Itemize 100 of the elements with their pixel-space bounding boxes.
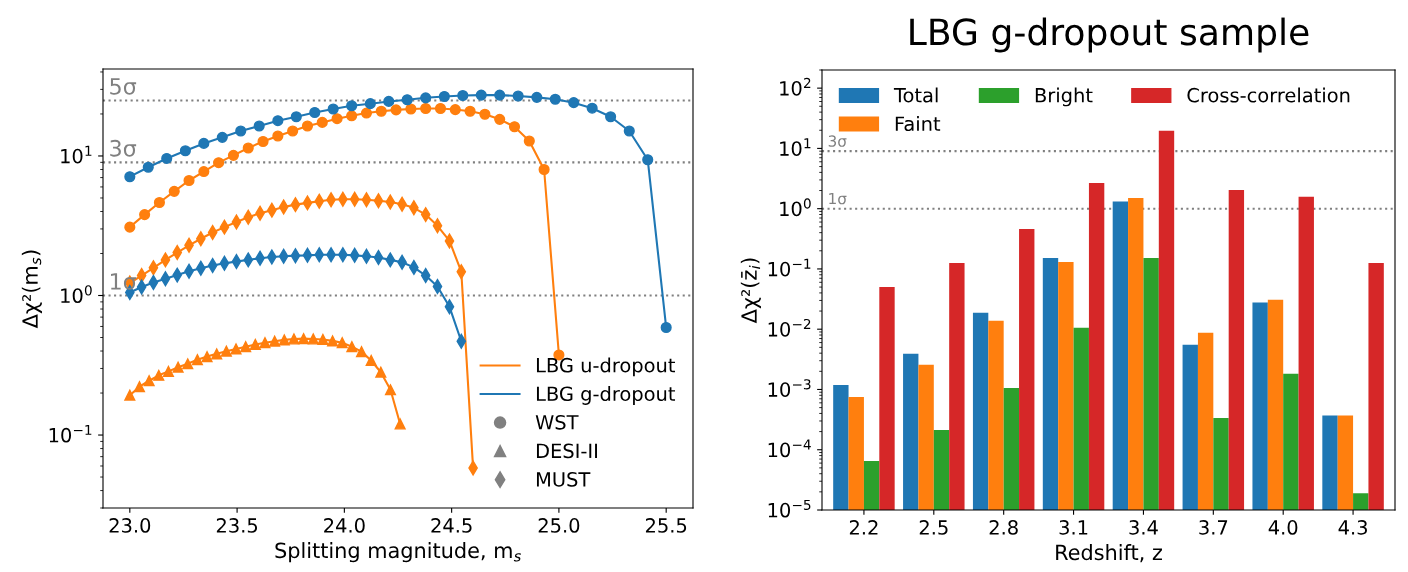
point xyxy=(139,209,151,221)
point xyxy=(346,100,358,112)
point xyxy=(512,90,524,102)
x-tick-label: 24.0 xyxy=(324,518,365,533)
y-axis-title: Δχ²(m$_{s}$) xyxy=(21,250,42,329)
x-tick-label: 25.5 xyxy=(645,518,687,533)
point xyxy=(508,121,521,133)
y-tick-label: 10$^{−1}$ xyxy=(768,258,811,277)
y-tick-label: 10$^{0}$ xyxy=(61,285,92,304)
point xyxy=(360,107,373,119)
point xyxy=(253,120,265,132)
point xyxy=(420,102,432,115)
legend-label: Faint xyxy=(895,116,941,132)
x-tick-label: 25.0 xyxy=(538,518,580,533)
point xyxy=(438,90,450,103)
point xyxy=(153,196,165,209)
x-tick-label: 23.0 xyxy=(109,518,151,533)
point xyxy=(257,135,269,148)
x-tick-label: 4.3 xyxy=(1338,520,1367,535)
point xyxy=(201,351,213,363)
point xyxy=(375,105,387,117)
x-tick-label: 24.5 xyxy=(431,518,472,533)
chart-title: LBG g-dropout sample xyxy=(910,17,1309,53)
legend-label: Total xyxy=(893,87,938,103)
point xyxy=(355,346,368,358)
point xyxy=(301,120,314,132)
point xyxy=(336,337,348,349)
point xyxy=(259,337,271,349)
point xyxy=(288,333,300,345)
point xyxy=(434,102,447,115)
legend-label: Bright xyxy=(1035,87,1093,107)
point xyxy=(394,418,406,430)
point xyxy=(464,105,476,117)
point xyxy=(272,130,284,142)
y-tick-label: 10$^{2}$ xyxy=(780,77,811,96)
point xyxy=(213,157,225,169)
point xyxy=(230,343,242,355)
point xyxy=(168,185,180,197)
ref-line-label: 1σ xyxy=(829,192,847,205)
y-tick-label: 10$^{1}$ xyxy=(780,138,811,156)
point xyxy=(316,116,328,128)
y-tick-label: 10$^{−2}$ xyxy=(768,318,811,337)
point xyxy=(364,98,376,110)
point xyxy=(191,354,203,366)
y-tick-label: 10$^{−5}$ xyxy=(768,499,811,518)
y-tick-label: 10$^{1}$ xyxy=(61,145,92,164)
annotation: MUST xyxy=(536,472,591,487)
x-tick-label: 2.2 xyxy=(849,520,878,535)
point xyxy=(375,366,387,378)
point xyxy=(161,152,173,164)
point xyxy=(124,221,136,233)
x-tick-label: 3.7 xyxy=(1199,520,1228,535)
point xyxy=(420,92,432,104)
point xyxy=(549,93,561,105)
point xyxy=(216,131,228,143)
x-tick-label: 3.1 xyxy=(1059,520,1088,535)
point xyxy=(346,110,358,122)
point xyxy=(198,137,210,149)
point xyxy=(179,145,191,157)
point xyxy=(494,113,506,125)
point xyxy=(568,97,580,109)
y-tick-label: 10$^{0}$ xyxy=(780,198,811,217)
point xyxy=(405,103,417,115)
point xyxy=(211,348,223,360)
y-axis-title: Δχ²(z̄$_{i}$) xyxy=(740,258,761,324)
x-tick-label: 23.5 xyxy=(216,518,258,533)
point xyxy=(124,171,136,183)
point xyxy=(183,174,195,187)
point xyxy=(383,95,395,107)
point xyxy=(162,365,174,377)
point xyxy=(449,104,461,116)
y-tick-label: 10$^{−3}$ xyxy=(768,379,811,397)
point xyxy=(240,341,252,353)
point xyxy=(317,333,329,346)
point xyxy=(287,125,299,137)
y-tick-label: 10$^{−4}$ xyxy=(768,439,811,458)
point xyxy=(198,166,210,178)
legend-label: LBG g-dropout xyxy=(536,386,676,405)
point xyxy=(142,161,154,173)
point xyxy=(605,111,617,123)
point xyxy=(272,115,284,127)
ref-line-label: 3σ xyxy=(110,139,137,157)
x-tick-label: 3.4 xyxy=(1129,520,1158,535)
point xyxy=(242,142,254,154)
point xyxy=(249,338,261,350)
point xyxy=(227,149,239,161)
x-tick-label: 2.8 xyxy=(989,520,1018,535)
point xyxy=(172,361,184,373)
point xyxy=(331,113,343,125)
point xyxy=(327,335,339,347)
point xyxy=(401,94,413,106)
annotation: WST xyxy=(535,414,579,430)
point xyxy=(531,91,543,103)
point xyxy=(457,89,469,102)
point xyxy=(523,135,535,147)
point xyxy=(124,389,136,401)
point xyxy=(494,89,506,101)
legend-label: Cross-correlation xyxy=(1187,87,1350,103)
ref-line-label: 3σ xyxy=(828,135,847,147)
point xyxy=(309,106,321,119)
